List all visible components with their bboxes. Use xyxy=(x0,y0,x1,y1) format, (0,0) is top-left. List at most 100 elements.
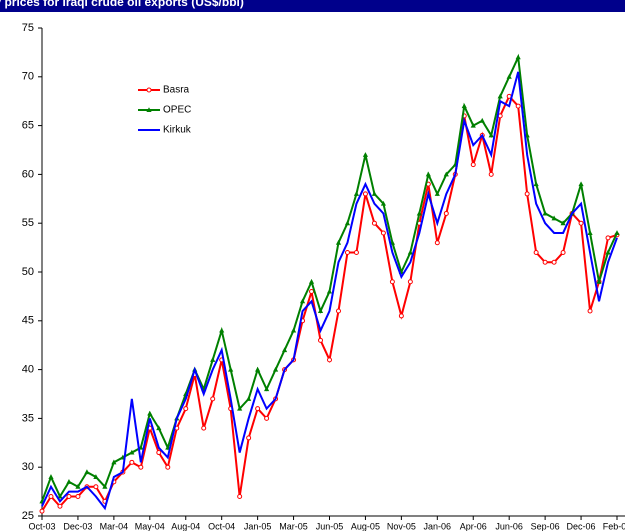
x-tick-label: Apr-06 xyxy=(460,521,487,531)
point xyxy=(48,493,54,499)
y-tick-label: 40 xyxy=(22,364,34,376)
point xyxy=(308,278,315,284)
x-tick-label: Jan-05 xyxy=(244,521,272,531)
x-tick-label: Dec-03 xyxy=(63,521,92,531)
point xyxy=(443,171,449,177)
point xyxy=(129,459,135,465)
point xyxy=(587,308,593,314)
point xyxy=(129,449,135,455)
point xyxy=(57,493,63,499)
point xyxy=(326,288,333,294)
point xyxy=(380,230,386,236)
point xyxy=(587,230,593,235)
point xyxy=(66,493,72,499)
point xyxy=(246,435,252,441)
point xyxy=(506,74,512,79)
point xyxy=(353,249,359,255)
x-tick-label: Feb-07 xyxy=(603,521,625,531)
point xyxy=(210,357,216,362)
point xyxy=(533,181,539,187)
point xyxy=(147,410,153,416)
point xyxy=(389,279,395,285)
point xyxy=(488,171,494,177)
point xyxy=(228,366,234,372)
point xyxy=(264,415,270,421)
point xyxy=(497,93,503,99)
point xyxy=(156,425,162,431)
point xyxy=(75,483,81,489)
point xyxy=(48,474,54,479)
point xyxy=(515,54,521,60)
x-tick-label: Oct-03 xyxy=(28,521,55,531)
x-tick-label: Nov-05 xyxy=(387,521,416,531)
x-tick-label: Oct-04 xyxy=(208,521,235,531)
point xyxy=(264,386,270,392)
point xyxy=(560,220,566,226)
point xyxy=(578,181,584,187)
legend-label: Kirkuk xyxy=(163,125,192,136)
x-tick-label: Jun-05 xyxy=(316,521,344,531)
point xyxy=(165,464,171,470)
point xyxy=(398,313,404,319)
point xyxy=(344,220,351,226)
title-bar xyxy=(0,0,625,12)
point xyxy=(380,200,387,206)
point xyxy=(237,493,243,499)
point xyxy=(614,230,620,235)
point xyxy=(210,396,216,402)
x-tick-label: Sep-06 xyxy=(531,521,560,531)
y-tick-label: 65 xyxy=(22,120,34,132)
point xyxy=(533,249,539,255)
y-tick-label: 30 xyxy=(22,461,34,473)
x-tick-label: May-04 xyxy=(135,521,165,531)
x-tick-label: Mar-04 xyxy=(100,521,129,531)
point xyxy=(272,366,279,372)
point xyxy=(488,132,494,138)
y-tick-label: 35 xyxy=(22,412,34,424)
point xyxy=(560,249,566,255)
x-tick-label: Jun-06 xyxy=(495,521,523,531)
point xyxy=(318,337,324,343)
point xyxy=(84,469,90,475)
point xyxy=(255,366,261,372)
point xyxy=(605,249,611,255)
x-tick-label: Dec-06 xyxy=(567,521,596,531)
point xyxy=(542,210,548,216)
y-tick-label: 60 xyxy=(22,168,34,180)
point xyxy=(309,289,315,295)
point xyxy=(246,396,252,401)
point xyxy=(335,308,341,314)
legend-label: Basra xyxy=(163,85,190,96)
point xyxy=(93,484,99,490)
y-tick-label: 45 xyxy=(22,315,34,327)
point xyxy=(515,103,521,109)
point xyxy=(425,171,431,177)
point xyxy=(479,117,485,123)
point xyxy=(596,278,602,284)
point xyxy=(434,240,440,246)
point xyxy=(93,474,99,479)
point xyxy=(335,239,342,245)
point xyxy=(407,249,413,255)
y-tick-label: 50 xyxy=(22,266,34,278)
point xyxy=(183,406,189,412)
point xyxy=(111,459,117,465)
point xyxy=(299,298,306,304)
point xyxy=(290,327,297,333)
legend-marker xyxy=(146,87,152,93)
point xyxy=(353,191,360,196)
y-tick-label: 25 xyxy=(22,510,34,522)
point xyxy=(344,249,350,255)
point xyxy=(138,464,144,470)
x-tick-label: Aug-05 xyxy=(351,521,380,531)
point xyxy=(542,259,548,265)
chart-title: Weekly prices for Iraqi crude oil export… xyxy=(0,0,244,9)
point xyxy=(461,103,467,109)
y-tick-label: 75 xyxy=(22,22,34,34)
point xyxy=(75,493,81,499)
point xyxy=(255,406,261,412)
point xyxy=(219,327,225,333)
point xyxy=(156,450,162,456)
series-line xyxy=(41,71,618,511)
